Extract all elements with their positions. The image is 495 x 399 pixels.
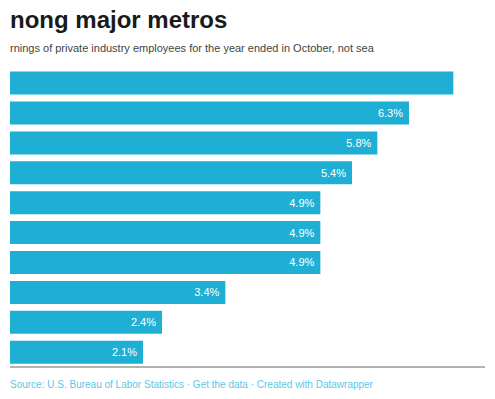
svg-text:3.4%: 3.4% xyxy=(194,286,219,298)
svg-text:2.4%: 2.4% xyxy=(131,316,156,328)
svg-text:5.4%: 5.4% xyxy=(321,167,346,179)
svg-text:4.9%: 4.9% xyxy=(289,227,314,239)
html-text:nong major metros: nong major metros xyxy=(10,6,228,33)
svg-text:4.9%: 4.9% xyxy=(289,197,314,209)
svg-text:6.3%: 6.3% xyxy=(378,107,403,119)
svg-text:4.9%: 4.9% xyxy=(289,256,314,268)
html-text:rnings of private industry emp: rnings of private industry employees for… xyxy=(10,42,374,54)
svg-text:2.1%: 2.1% xyxy=(112,346,137,358)
html-text:Source: U.S. Bureau of Labor S: Source: U.S. Bureau of Labor Statistics … xyxy=(10,379,373,390)
svg-text:5.8%: 5.8% xyxy=(346,137,371,149)
